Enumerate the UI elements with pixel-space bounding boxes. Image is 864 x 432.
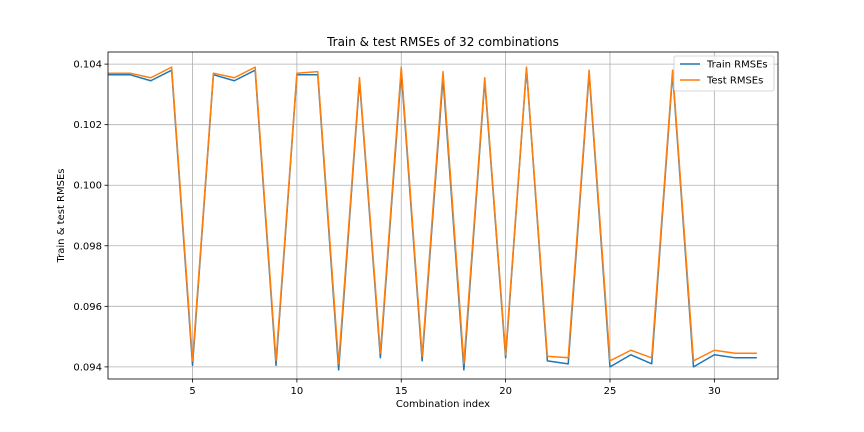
x-tick-label: 5 [189,386,195,397]
y-axis-ticks: 0.094 0.096 0.098 0.100 0.102 0.104 [73,60,108,373]
y-tick-label: 0.104 [73,60,102,71]
x-tick-label: 20 [499,386,512,397]
y-tick-label: 0.102 [73,120,102,131]
y-tick-label: 0.096 [73,302,102,313]
x-axis-ticks: 5 10 15 20 25 30 [189,379,721,397]
grid-lines [108,52,778,379]
y-tick-label: 0.098 [73,241,102,252]
x-tick-label: 25 [604,386,617,397]
legend-label-test: Test RMSEs [706,76,763,87]
chart-title: Train & test RMSEs of 32 combinations [326,35,559,49]
legend: Train RMSEs Test RMSEs [673,55,775,92]
x-axis-label: Combination index [396,399,490,410]
y-axis-label: Train & test RMSEs [56,169,67,264]
y-tick-label: 0.094 [73,362,102,373]
y-tick-label: 0.100 [73,181,102,192]
plot-frame [107,51,779,380]
series-lines [108,66,757,371]
x-tick-label: 15 [395,386,408,397]
legend-label-train: Train RMSEs [706,60,768,71]
x-tick-label: 10 [291,386,304,397]
test-rmse-line [108,66,757,365]
x-tick-label: 30 [708,386,721,397]
